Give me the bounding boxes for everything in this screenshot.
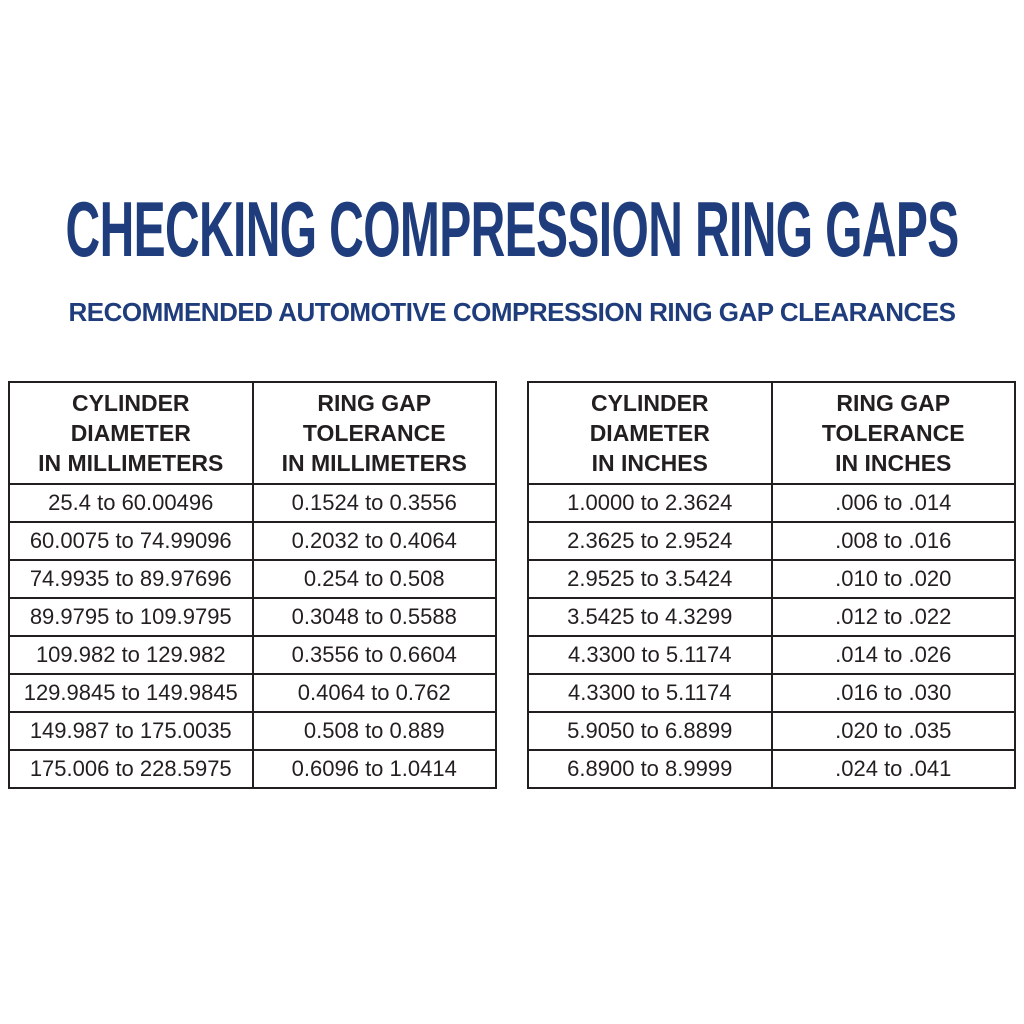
inch-diameter-range: 3.5425 to 4.3299 [527,597,773,637]
mm-diameter-range: 149.987 to 175.0035 [8,711,254,751]
mm-diameter-range: 60.0075 to 74.99096 [8,521,254,561]
mm-gap-tolerance: 0.1524 to 0.3556 [251,483,497,523]
page-title-text: CHECKING COMPRESSION RING GAPS [65,185,959,273]
inch-gap-tolerance: .008 to .016 [770,521,1016,561]
inch-cylinder-diameter-header: CYLINDER DIAMETER IN INCHES [527,381,773,485]
table-row: 2.9525 to 3.5424 .010 to .020 [527,559,1016,599]
inches-table: CYLINDER DIAMETER IN INCHES RING GAP TOL… [527,381,1016,789]
mm-gap-tolerance: 0.508 to 0.889 [251,711,497,751]
inch-gap-tolerance: .016 to .030 [770,673,1016,713]
inch-gap-tolerance: .024 to .041 [770,749,1016,789]
inch-gap-tolerance: .006 to .014 [770,483,1016,523]
header-row: CYLINDER DIAMETER IN MILLIMETERS RING GA… [8,381,497,485]
millimeters-table-header: CYLINDER DIAMETER IN MILLIMETERS RING GA… [8,381,497,485]
table-row: 129.9845 to 149.9845 0.4064 to 0.762 [8,673,497,713]
page-subtitle: RECOMMENDED AUTOMOTIVE COMPRESSION RING … [68,297,956,327]
mm-diameter-range: 89.9795 to 109.9795 [8,597,254,637]
inch-diameter-range: 4.3300 to 5.1174 [527,635,773,675]
page-title: CHECKING COMPRESSION RING GAPS [0,190,1024,268]
table-row: 4.3300 to 5.1174 .014 to .026 [527,635,1016,675]
table-row: 1.0000 to 2.3624 .006 to .014 [527,483,1016,523]
mm-diameter-range: 25.4 to 60.00496 [8,483,254,523]
inch-gap-tolerance: .012 to .022 [770,597,1016,637]
header-row: CYLINDER DIAMETER IN INCHES RING GAP TOL… [527,381,1016,485]
table-row: 60.0075 to 74.99096 0.2032 to 0.4064 [8,521,497,561]
inch-diameter-range: 2.9525 to 3.5424 [527,559,773,599]
table-row: 2.3625 to 2.9524 .008 to .016 [527,521,1016,561]
inch-diameter-range: 6.8900 to 8.9999 [527,749,773,789]
mm-gap-tolerance: 0.3556 to 0.6604 [251,635,497,675]
mm-diameter-range: 129.9845 to 149.9845 [8,673,254,713]
mm-ring-gap-tolerance-header: RING GAP TOLERANCE IN MILLIMETERS [251,381,497,485]
table-row: 5.9050 to 6.8899 .020 to .035 [527,711,1016,751]
mm-diameter-range: 74.9935 to 89.97696 [8,559,254,599]
inch-diameter-range: 1.0000 to 2.3624 [527,483,773,523]
table-row: 6.8900 to 8.9999 .024 to .041 [527,749,1016,789]
mm-cylinder-diameter-header: CYLINDER DIAMETER IN MILLIMETERS [8,381,254,485]
mm-diameter-range: 175.006 to 228.5975 [8,749,254,789]
table-row: 4.3300 to 5.1174 .016 to .030 [527,673,1016,713]
inch-gap-tolerance: .010 to .020 [770,559,1016,599]
inches-table-body: 1.0000 to 2.3624 .006 to .014 2.3625 to … [527,483,1016,789]
table-row: 149.987 to 175.0035 0.508 to 0.889 [8,711,497,751]
inches-table-header: CYLINDER DIAMETER IN INCHES RING GAP TOL… [527,381,1016,485]
inch-diameter-range: 4.3300 to 5.1174 [527,673,773,713]
inch-diameter-range: 5.9050 to 6.8899 [527,711,773,751]
mm-gap-tolerance: 0.4064 to 0.762 [251,673,497,713]
mm-gap-tolerance: 0.2032 to 0.4064 [251,521,497,561]
table-row: 74.9935 to 89.97696 0.254 to 0.508 [8,559,497,599]
table-row: 25.4 to 60.00496 0.1524 to 0.3556 [8,483,497,523]
table-row: 109.982 to 129.982 0.3556 to 0.6604 [8,635,497,675]
inch-gap-tolerance: .014 to .026 [770,635,1016,675]
mm-gap-tolerance: 0.6096 to 1.0414 [251,749,497,789]
table-row: 175.006 to 228.5975 0.6096 to 1.0414 [8,749,497,789]
table-row: 89.9795 to 109.9795 0.3048 to 0.5588 [8,597,497,637]
mm-gap-tolerance: 0.3048 to 0.5588 [251,597,497,637]
inch-diameter-range: 2.3625 to 2.9524 [527,521,773,561]
mm-diameter-range: 109.982 to 129.982 [8,635,254,675]
tables-region: CYLINDER DIAMETER IN MILLIMETERS RING GA… [8,381,1016,789]
inch-gap-tolerance: .020 to .035 [770,711,1016,751]
table-row: 3.5425 to 4.3299 .012 to .022 [527,597,1016,637]
millimeters-table: CYLINDER DIAMETER IN MILLIMETERS RING GA… [8,381,497,789]
millimeters-table-body: 25.4 to 60.00496 0.1524 to 0.3556 60.007… [8,483,497,789]
inch-ring-gap-tolerance-header: RING GAP TOLERANCE IN INCHES [770,381,1016,485]
mm-gap-tolerance: 0.254 to 0.508 [251,559,497,599]
